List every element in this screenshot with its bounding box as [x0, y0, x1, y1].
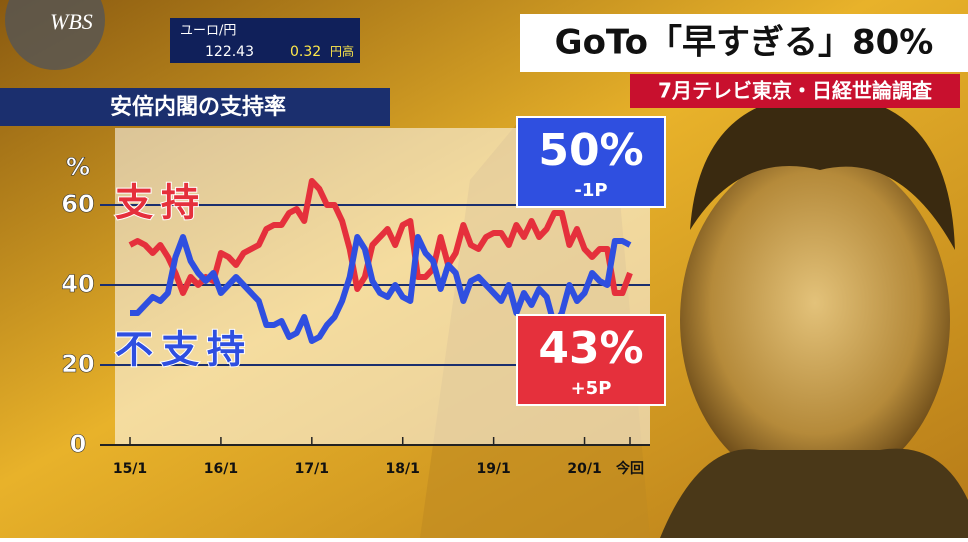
- change-label: -1P: [574, 180, 607, 201]
- portrait-suit: [660, 448, 968, 538]
- ticker-pair: ユーロ/円: [180, 24, 236, 39]
- series-name: 不支持: [115, 328, 253, 372]
- x-tick-label: 17/1: [295, 461, 329, 477]
- change-label: +5P: [571, 378, 612, 399]
- chart-title-box: [0, 88, 390, 126]
- y-tick-label: 20: [61, 350, 94, 378]
- chart-title: 安倍内閣の支持率: [110, 94, 286, 120]
- source-bar: [630, 74, 960, 108]
- value-label-box: [516, 116, 666, 208]
- series-name: 支持: [115, 181, 207, 225]
- logo-bg: [5, 0, 105, 70]
- portrait-hair: [690, 94, 955, 250]
- y-tick-label: 40: [61, 270, 94, 298]
- ticker-box: [170, 18, 360, 63]
- source: 7月テレビ東京・日経世論調査: [658, 79, 932, 103]
- x-tick-label: 19/1: [476, 461, 510, 477]
- portrait-face: [680, 150, 950, 490]
- x-tick-label: 今回: [615, 460, 644, 477]
- x-tick-label: 20/1: [567, 461, 601, 477]
- value-label: 50%: [538, 125, 643, 176]
- y-unit: %: [66, 153, 90, 181]
- ticker-rate: 122.43: [205, 44, 254, 60]
- value-label-box: [516, 314, 666, 406]
- channel-logo: WBS: [50, 9, 93, 34]
- y-tick-label: 0: [70, 430, 87, 458]
- headline: GoTo「早すぎる」80%: [555, 23, 934, 63]
- value-label: 43%: [538, 323, 643, 374]
- series-line: [130, 234, 632, 344]
- ticker-direction: 円高: [330, 44, 354, 59]
- x-tick-label: 16/1: [204, 461, 238, 477]
- ticker-change: 0.32: [290, 44, 321, 60]
- headline-box: [520, 14, 968, 72]
- y-tick-label: 60: [61, 190, 94, 218]
- x-tick-label: 15/1: [113, 461, 147, 477]
- x-tick-label: 18/1: [386, 461, 420, 477]
